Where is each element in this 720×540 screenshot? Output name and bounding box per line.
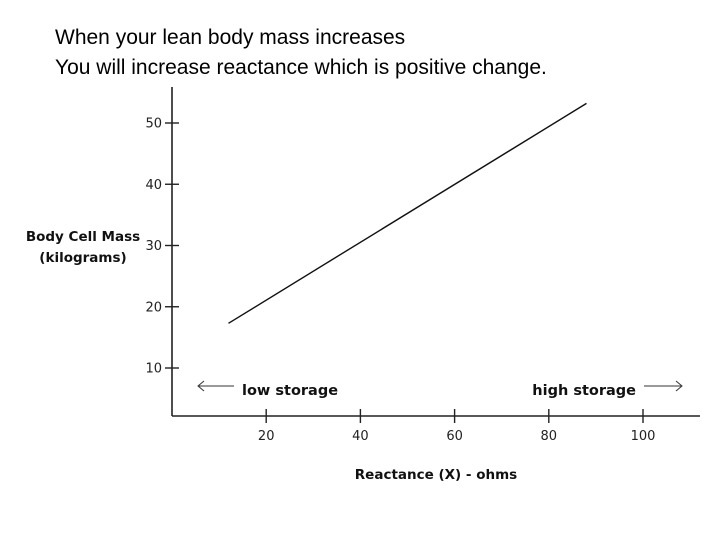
high-storage-arrowhead (675, 380, 683, 392)
high-storage-annotation: high storage (532, 380, 683, 399)
high-storage-label: high storage (532, 383, 636, 399)
x-tick-label-40: 40 (352, 429, 369, 444)
y-tick-label-30: 30 (145, 239, 162, 254)
y-tick-label-50: 50 (145, 117, 162, 132)
x-tick-label-60: 60 (446, 429, 463, 444)
x-tick-label-100: 100 (631, 429, 656, 444)
chart-headline-line-2: You will increase reactance which is pos… (55, 56, 547, 79)
y-tick-label-40: 40 (145, 178, 162, 193)
low-storage-label: low storage (242, 383, 338, 399)
y-axis-label-line-2: (kilograms) (39, 250, 126, 266)
y-tick-label-20: 20 (145, 300, 162, 315)
y-tick-label-10: 10 (145, 362, 162, 377)
series-layer (228, 102, 587, 324)
low-storage-annotation: low storage (197, 380, 338, 399)
y-axis-ticks: 10 20 30 40 50 (145, 117, 179, 377)
x-tick-label-20: 20 (258, 429, 275, 444)
x-axis-ticks: 20 40 60 80 100 (258, 409, 655, 444)
chart-headline-line-1: When your lean body mass increases (55, 26, 406, 49)
x-tick-label-80: 80 (541, 429, 558, 444)
y-axis-label-line-1: Body Cell Mass (26, 229, 140, 245)
low-storage-arrowhead (197, 380, 205, 392)
series-line-1 (228, 102, 587, 324)
x-axis-label: Reactance (X) - ohms (355, 467, 517, 483)
